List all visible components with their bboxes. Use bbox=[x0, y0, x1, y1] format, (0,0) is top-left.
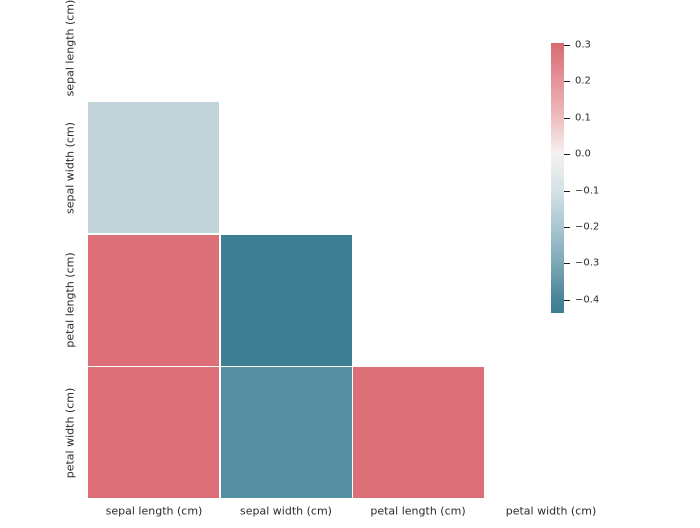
colorbar-tick bbox=[564, 227, 570, 228]
y-tick-label-sepal-length: sepal length (cm) bbox=[63, 0, 77, 97]
heatmap-cell bbox=[220, 234, 352, 366]
heatmap-cell bbox=[220, 367, 352, 498]
colorbar-tick-label: −0.4 bbox=[575, 294, 600, 306]
x-tick-label-petal-width: petal width (cm) bbox=[505, 504, 597, 518]
y-tick-label-petal-length: petal length (cm) bbox=[63, 252, 77, 348]
y-tick-label-petal-width: petal width (cm) bbox=[63, 387, 77, 479]
colorbar-tick bbox=[564, 299, 570, 301]
colorbar-tick-label: −0.1 bbox=[575, 185, 600, 197]
colorbar-tick-label: 0.3 bbox=[575, 39, 591, 51]
heatmap-cell bbox=[353, 367, 484, 498]
colorbar-tick bbox=[564, 117, 570, 119]
y-tick-label-sepal-width: sepal width (cm) bbox=[63, 122, 77, 214]
colorbar: 0.3 0.2 0.1 0.0 −0.1 −0.2 −0.3 −0.4 bbox=[551, 40, 599, 313]
colorbar-tick-label: −0.2 bbox=[575, 221, 600, 233]
colorbar-tick-label: 0.2 bbox=[575, 75, 591, 87]
heatmap-grid bbox=[88, 102, 485, 499]
x-tick-label-sepal-width: sepal width (cm) bbox=[240, 504, 332, 518]
x-tick-label-sepal-length: sepal length (cm) bbox=[105, 504, 203, 518]
colorbar-tick bbox=[564, 263, 570, 265]
colorbar-tick-label: 0.1 bbox=[575, 112, 591, 124]
heatmap-cell bbox=[88, 102, 219, 233]
heatmap-cell bbox=[88, 367, 219, 498]
colorbar-tick bbox=[564, 81, 570, 83]
x-tick-label-petal-length: petal length (cm) bbox=[370, 504, 466, 518]
colorbar-tick bbox=[564, 154, 570, 156]
colorbar-tick-label: −0.3 bbox=[575, 257, 600, 269]
colorbar-tick bbox=[564, 45, 570, 46]
colorbar-gradient bbox=[551, 43, 564, 313]
colorbar-tick-label: 0.0 bbox=[575, 148, 591, 160]
colorbar-tick bbox=[564, 190, 570, 192]
heatmap-cell bbox=[88, 234, 219, 366]
